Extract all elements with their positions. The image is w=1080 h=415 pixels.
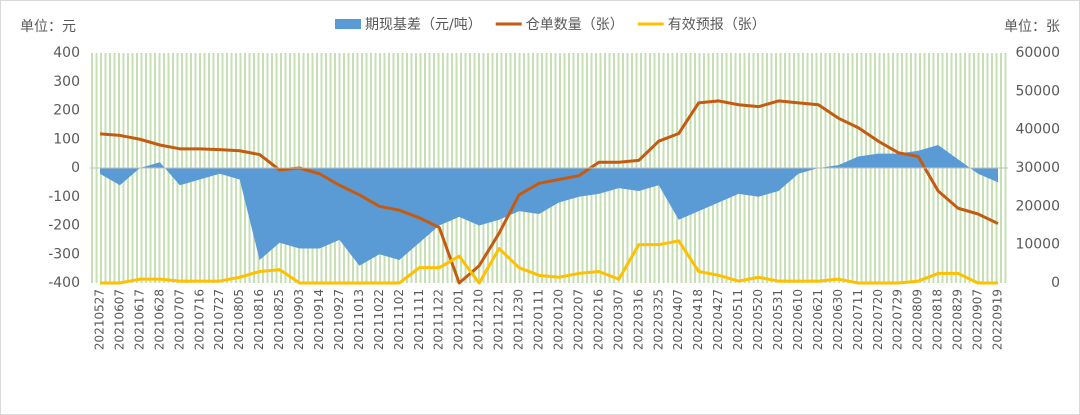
x-tick-label: 20211122	[432, 289, 446, 350]
x-tick-label: 20220829	[951, 289, 965, 350]
x-tick-label: 20210914	[312, 289, 326, 350]
legend-label: 期现基差（元/吨）	[365, 16, 482, 33]
x-tick-label: 20220216	[591, 289, 605, 350]
x-tick-label: 20220407	[671, 289, 685, 350]
y-tick-label: 300	[53, 74, 80, 90]
x-tick-label: 20210707	[172, 289, 186, 350]
x-tick-label: 20211102	[392, 289, 406, 350]
x-tick-label: 20220531	[771, 289, 785, 350]
y-tick-label: -100	[48, 189, 80, 205]
x-tick-label: 20220511	[731, 289, 745, 350]
y2-tick-label: 40000	[1015, 122, 1060, 138]
x-tick-label: 20211221	[492, 289, 506, 350]
line	[99, 99, 999, 285]
y2-tick-label: 10000	[1015, 237, 1060, 253]
x-tick-label: 20210805	[232, 289, 246, 350]
x-tick-label: 20220111	[532, 289, 546, 350]
x-tick-label: 20220818	[931, 289, 945, 350]
y-tick-label: -400	[48, 275, 80, 291]
y-tick-label: 100	[53, 131, 80, 147]
x-tick-label: 20210617	[132, 289, 146, 350]
x-tick-label: 20220630	[831, 289, 845, 350]
line	[99, 239, 999, 285]
x-tick-label: 20211111	[412, 289, 426, 350]
y2-tick-label: 60000	[1015, 45, 1060, 61]
x-tick-label: 20220418	[691, 289, 705, 350]
x-tick-label: 20211201	[452, 289, 466, 350]
x-tick-label: 20211022	[372, 289, 386, 350]
x-tick-label: 20210527	[92, 289, 106, 350]
x-tick-label: 20210716	[192, 289, 206, 350]
x-tick-label: 20220207	[571, 289, 585, 350]
x-tick-label: 20220729	[891, 289, 905, 350]
x-tick-label: 20210816	[252, 289, 266, 350]
legend-label: 有效预报（张）	[668, 17, 766, 33]
y-tick-label: -200	[48, 218, 80, 234]
x-tick-label: 20210628	[152, 289, 166, 350]
x-tick-label: 20210825	[272, 289, 286, 350]
x-tick-label: 20220610	[791, 289, 805, 350]
x-tick-label: 20211230	[512, 289, 526, 350]
y-tick-label: 200	[53, 103, 80, 119]
x-tick-label: 20220520	[751, 289, 765, 350]
y2-tick-label: 30000	[1015, 160, 1060, 176]
x-tick-label: 20210927	[332, 289, 346, 350]
x-tick-label: 20220907	[971, 289, 985, 350]
x-tick-label: 20220720	[871, 289, 885, 350]
legend-label: 仓单数量（张）	[526, 17, 624, 33]
x-tick-label: 20220120	[551, 289, 565, 350]
legend-swatch	[335, 19, 361, 29]
x-tick-label: 20210607	[112, 289, 126, 350]
y-unit-left: 单位：元	[20, 19, 76, 35]
y2-tick-label: 0	[1051, 275, 1060, 291]
y-tick-label: -300	[48, 246, 80, 262]
x-tick-label: 20220316	[631, 289, 645, 350]
x-tick-label: 20220307	[611, 289, 625, 350]
x-tick-label: 20220427	[711, 289, 725, 350]
x-tick-label: 20220325	[651, 289, 665, 350]
x-tick-label: 20220919	[991, 289, 1005, 350]
x-tick-label: 20211013	[352, 289, 366, 350]
x-tick-label: 20210903	[292, 289, 306, 350]
x-tick-label: 20210727	[212, 289, 226, 350]
y-tick-label: 0	[71, 160, 80, 176]
y2-tick-label: 50000	[1015, 83, 1060, 99]
x-tick-label: 20220809	[911, 289, 925, 350]
y-unit-right: 单位：张	[1004, 19, 1060, 35]
y2-tick-label: 20000	[1015, 198, 1060, 214]
x-tick-label: 20121210	[472, 289, 486, 350]
y-tick-label: 400	[53, 45, 80, 61]
x-tick-label: 20220711	[851, 289, 865, 350]
x-tick-label: 20220621	[811, 289, 825, 350]
